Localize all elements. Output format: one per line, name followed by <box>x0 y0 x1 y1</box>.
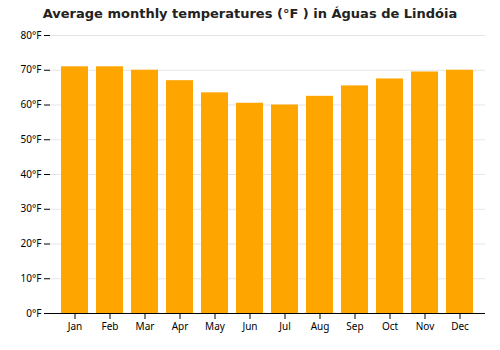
svg-text:80°F: 80°F <box>21 28 42 42</box>
svg-text:Aug: Aug <box>311 319 330 333</box>
svg-text:20°F: 20°F <box>21 236 42 250</box>
svg-text:Oct: Oct <box>382 319 399 333</box>
svg-text:Sep: Sep <box>346 319 363 333</box>
svg-text:Jun: Jun <box>241 319 257 333</box>
svg-text:Mar: Mar <box>136 319 155 333</box>
svg-text:May: May <box>205 319 226 333</box>
svg-text:40°F: 40°F <box>21 167 42 181</box>
svg-text:0°F: 0°F <box>26 306 41 320</box>
svg-text:60°F: 60°F <box>21 97 42 111</box>
svg-text:10°F: 10°F <box>21 271 42 285</box>
svg-text:30°F: 30°F <box>21 201 42 215</box>
svg-text:Jan: Jan <box>67 319 83 333</box>
svg-text:Dec: Dec <box>451 319 469 333</box>
svg-text:50°F: 50°F <box>21 132 42 146</box>
svg-text:Nov: Nov <box>416 319 435 333</box>
svg-text:Jul: Jul <box>278 319 291 333</box>
html-text:Average monthly temperatures (: Average monthly temperatures (°F ) in Ág… <box>42 6 458 21</box>
svg-text:Feb: Feb <box>102 319 119 333</box>
svg-text:70°F: 70°F <box>21 62 42 76</box>
svg-text:Apr: Apr <box>172 319 189 333</box>
